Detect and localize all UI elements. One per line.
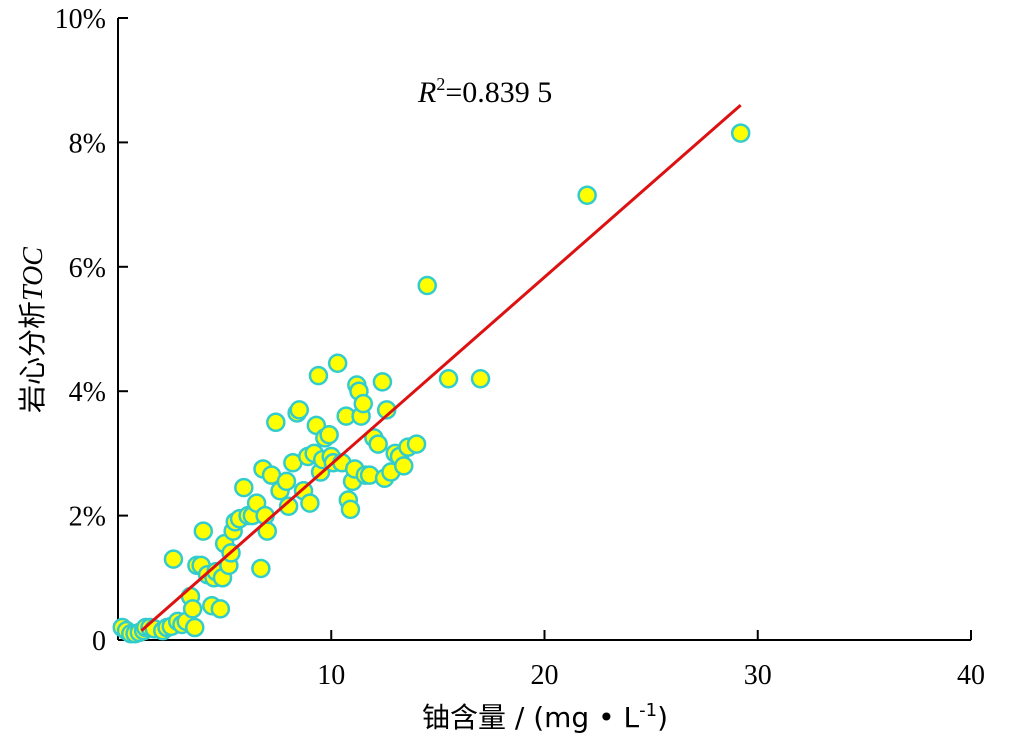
data-point xyxy=(185,617,205,638)
y-tick-label: 8% xyxy=(69,128,106,159)
data-point xyxy=(394,456,414,476)
data-point xyxy=(470,369,491,389)
data-point xyxy=(319,424,339,445)
x-tick-label: 20 xyxy=(531,660,559,691)
data-point xyxy=(368,434,388,454)
data-point xyxy=(210,599,231,619)
data-point xyxy=(276,471,297,492)
data-point xyxy=(417,275,437,296)
x-tick-label: 30 xyxy=(744,660,772,691)
x-axis-title-tail: ) xyxy=(657,701,668,734)
data-point xyxy=(406,434,427,454)
data-point xyxy=(300,493,320,513)
trendline xyxy=(140,103,742,632)
data-point xyxy=(289,400,310,420)
axis-ticks: 0 2% 4% 6% 8% 10% 10 20 30 40 xyxy=(55,4,985,691)
y-axis-title: 岩心分析TOC xyxy=(16,247,49,413)
data-point xyxy=(266,412,286,433)
y-tick-label: 6% xyxy=(69,253,106,284)
data-point xyxy=(182,599,203,619)
r-superscript: 2 xyxy=(436,74,445,94)
y-tick-label: 0 xyxy=(92,626,106,657)
data-point xyxy=(438,369,459,389)
y-axis-title-main: 岩心分析 xyxy=(16,301,49,413)
r-squared-value: =0.839 5 xyxy=(445,76,552,109)
data-point xyxy=(730,123,751,143)
data-points xyxy=(112,123,751,644)
y-tick-label: 2% xyxy=(69,502,106,533)
data-point xyxy=(308,365,329,386)
r-symbol: R xyxy=(417,76,436,109)
x-axis-title-superscript: -1 xyxy=(639,700,657,721)
data-point xyxy=(372,372,393,392)
y-tick-label: 4% xyxy=(69,377,106,408)
y-axis-title-italic: TOC xyxy=(18,247,49,301)
data-point xyxy=(193,521,214,541)
data-point xyxy=(234,477,254,498)
data-point xyxy=(340,499,361,520)
data-point xyxy=(251,558,271,579)
x-tick-label: 40 xyxy=(957,660,985,691)
data-point xyxy=(327,353,348,373)
x-axis-title: 铀含量 / (mg • L-1) xyxy=(422,700,668,734)
data-point xyxy=(353,393,373,414)
x-axis-title-main: 铀含量 / (mg • L xyxy=(422,701,640,734)
data-point xyxy=(278,496,299,517)
data-point xyxy=(163,549,184,569)
x-tick-label: 10 xyxy=(317,660,345,691)
data-point xyxy=(577,185,597,206)
y-tick-label: 10% xyxy=(55,4,106,35)
axes xyxy=(117,18,971,641)
data-point xyxy=(257,521,278,541)
r-squared-annotation: R2=0.839 5 xyxy=(417,74,552,109)
